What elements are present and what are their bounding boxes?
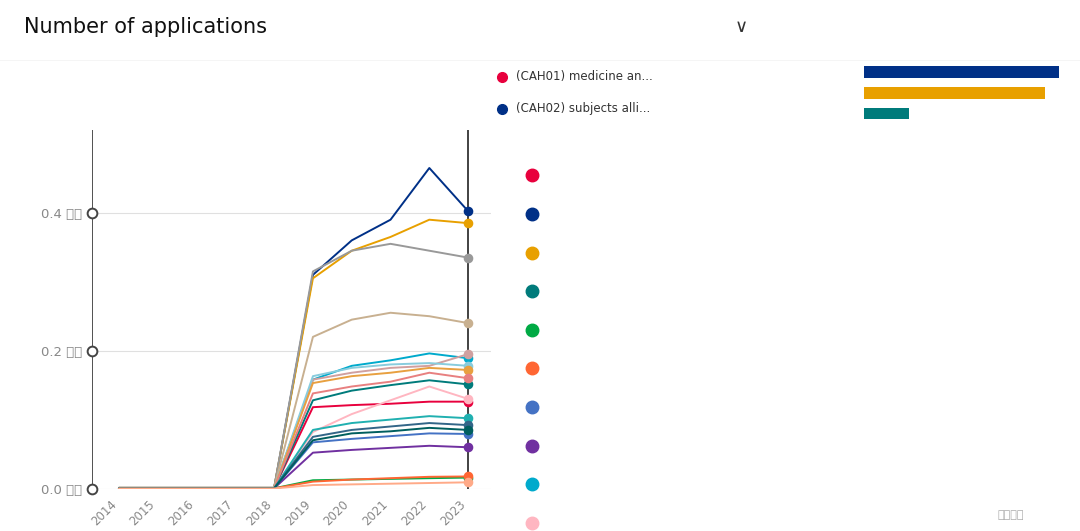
Text: Number of applications: Number of applications — [24, 18, 267, 38]
Point — [459, 253, 476, 262]
Text: (CAH11) computing: (CAH11) computing — [869, 518, 982, 528]
Text: 151,080: 151,080 — [1027, 286, 1075, 296]
Text: 189,030: 189,030 — [1027, 479, 1075, 489]
Text: (CAH04) psychology: (CAH04) psychology — [866, 286, 982, 296]
Text: 2023: 2023 — [541, 136, 595, 156]
Text: 15,880: 15,880 — [1035, 325, 1075, 335]
Text: (CAH02) subjects allied to medicine: (CAH02) subjects allied to medicine — [778, 209, 982, 219]
Point — [459, 443, 476, 451]
Point — [459, 426, 476, 434]
Bar — [864, 108, 909, 119]
Point — [459, 478, 476, 486]
Text: 171,750: 171,750 — [1027, 247, 1075, 258]
Text: (CAH02) subjects alli...: (CAH02) subjects alli... — [516, 102, 650, 115]
Text: ∨: ∨ — [734, 19, 747, 37]
Point — [459, 421, 476, 430]
Text: (CAH05) veterinary sciences: (CAH05) veterinary sciences — [819, 325, 982, 335]
Point — [459, 219, 476, 227]
Point — [459, 319, 476, 327]
Text: (CAH10) engineering and technology: (CAH10) engineering and technology — [770, 479, 982, 489]
Text: 剑藤教育: 剑藤教育 — [997, 510, 1024, 520]
Point — [459, 430, 476, 438]
Text: (CAH06) agriculture, food and related studies: (CAH06) agriculture, food and related st… — [721, 363, 982, 373]
Point — [459, 380, 476, 389]
Point — [459, 354, 476, 363]
Text: 17,500: 17,500 — [1035, 363, 1075, 373]
Point — [459, 350, 476, 358]
Text: 59,860: 59,860 — [1035, 441, 1075, 451]
Point — [459, 414, 476, 423]
Text: 79,150: 79,150 — [1035, 402, 1075, 412]
Point — [459, 397, 476, 406]
Text: 130,000: 130,000 — [1027, 518, 1075, 528]
Point — [459, 472, 476, 481]
Text: 402,380: 402,380 — [1027, 209, 1075, 219]
Point — [459, 207, 476, 216]
Text: (CAH01) medicine and dentistry: (CAH01) medicine and dentistry — [798, 170, 982, 181]
Bar — [864, 66, 1058, 78]
Point — [459, 473, 476, 482]
Text: (CAH03) biological and sport sciences: (CAH03) biological and sport sciences — [765, 247, 982, 258]
Bar — [864, 87, 1044, 99]
Text: (CAH01) medicine an...: (CAH01) medicine an... — [516, 71, 653, 83]
Text: 126,030: 126,030 — [1027, 170, 1075, 181]
Text: (CAH09) mathematical sciences: (CAH09) mathematical sciences — [799, 441, 982, 451]
Point — [459, 374, 476, 382]
Point — [459, 362, 476, 370]
Point — [459, 366, 476, 374]
Point — [459, 395, 476, 403]
Text: (CAH07) physical sciences: (CAH07) physical sciences — [831, 402, 982, 412]
